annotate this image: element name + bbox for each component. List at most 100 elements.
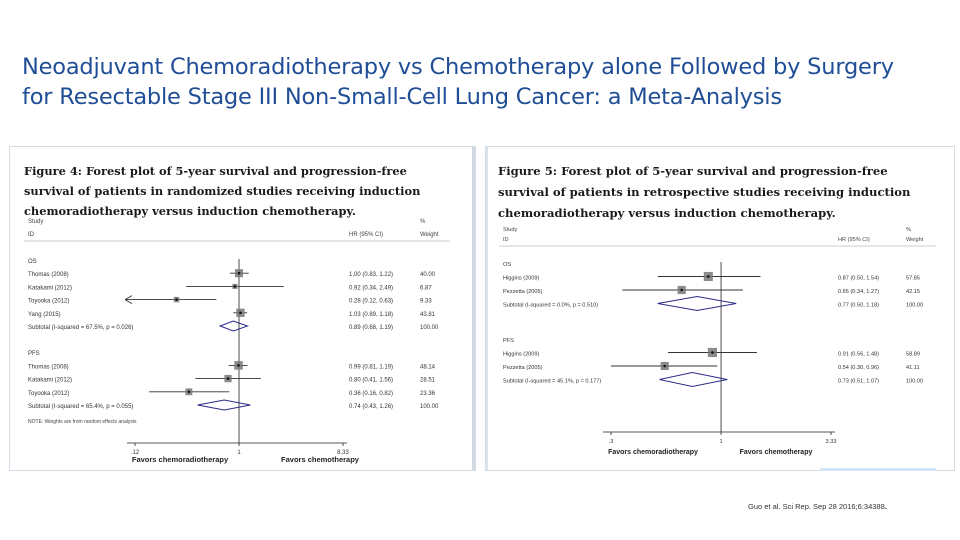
study-row-pfs-1-label: Thomas (2008) bbox=[28, 364, 69, 370]
slide-title: Neoadjuvant Chemoradiotherapy vs Chemoth… bbox=[22, 52, 942, 112]
subtotal-os-diamond bbox=[218, 320, 250, 332]
figure-4-forest-plot: Study ID HR (95% CI)% Weight OS Thomas (2008)… bbox=[24, 219, 450, 464]
subtotal-pfs-diamond bbox=[659, 371, 728, 388]
study-row-pfs-1-hr: 0.91 (0.56, 1.48) bbox=[838, 352, 879, 358]
figure-5-panel: Figure 5: Forest plot of 5-year survival… bbox=[486, 147, 954, 470]
study-row-pfs-1-point bbox=[237, 364, 240, 367]
header-id: ID bbox=[503, 237, 509, 243]
study-row-os-2-hr: 0.92 (0.34, 2.49) bbox=[349, 285, 393, 291]
subtotal-pfs-hr: 0.73 (0.51, 1.07) bbox=[838, 379, 879, 385]
subtotal-pfs-label: Subtotal (I-squared = 65.4%, p = 0.055) bbox=[28, 404, 133, 410]
study-row-os-4-label: Yang (2015) bbox=[28, 312, 61, 318]
study-row-pfs-3-weight: 23.36 bbox=[420, 391, 436, 397]
citation-text: Guo et al. Sci Rep. Sep 28 2016;6:34388 bbox=[748, 502, 885, 511]
slide-title-line-1: Neoadjuvant Chemoradiotherapy vs Chemoth… bbox=[22, 54, 894, 80]
figure-4-panel: Figure 4: Forest plot of 5-year survival… bbox=[10, 147, 475, 470]
group-label-pfs: PFS bbox=[28, 351, 40, 357]
study-row-pfs-2-point bbox=[226, 377, 230, 380]
study-row-os-4-weight: 43.81 bbox=[420, 312, 436, 318]
group-label-pfs: PFS bbox=[503, 338, 514, 344]
study-row-pfs-1-weight: 48.14 bbox=[420, 364, 436, 370]
subtotal-os-weight: 100.00 bbox=[906, 303, 923, 309]
study-row-os-1-hr: 1.00 (0.83, 1.22) bbox=[349, 272, 393, 278]
header-weight: Weight bbox=[906, 237, 924, 243]
subtotal-pfs-weight: 100.00 bbox=[420, 404, 439, 410]
study-row-os-1-label: Higgins (2009) bbox=[503, 276, 540, 282]
study-row-pfs-1-weight: 58.89 bbox=[906, 352, 920, 358]
header-study: Study bbox=[28, 219, 43, 225]
header-pct: % bbox=[906, 227, 911, 233]
figure-5-forest-plot: Study ID HR (95% CI)% Weight OS Higgins (2009… bbox=[499, 227, 936, 456]
study-row-os-3-point bbox=[175, 298, 178, 301]
header-hr: HR (95% CI) bbox=[838, 237, 870, 243]
figure-5-caption-line-3: chemoradiotherapy versus induction chemo… bbox=[498, 206, 836, 220]
study-row-pfs-2-label: Pezzetta (2005) bbox=[503, 365, 543, 371]
study-row-os-2-label: Katakami (2012) bbox=[28, 285, 72, 291]
header-pct: % bbox=[420, 219, 426, 225]
x-axis-tick-label-1: .3 bbox=[609, 439, 614, 445]
figure-5-caption-line-1: Figure 5: Forest plot of 5-year survival… bbox=[498, 164, 888, 178]
study-row-pfs-2-hr: 0.54 (0.30, 0.96) bbox=[838, 365, 879, 371]
subtotal-os-hr: 0.77 (0.50, 1.18) bbox=[838, 303, 879, 309]
subtotal-os-weight: 100.00 bbox=[420, 325, 439, 331]
study-row-pfs-1-hr: 0.99 (0.81, 1.19) bbox=[349, 364, 393, 370]
study-row-os-2-point bbox=[233, 285, 237, 288]
subtotal-pfs-hr: 0.74 (0.43, 1.26) bbox=[349, 404, 393, 410]
figure-5-caption: Figure 5: Forest plot of 5-year survival… bbox=[498, 161, 953, 224]
study-row-os-1-point bbox=[707, 275, 710, 278]
x-axis-tick-label-2: 1 bbox=[237, 450, 241, 456]
header-id: ID bbox=[28, 232, 35, 238]
figure-4-caption-line-3: chemoradiotherapy versus induction chemo… bbox=[24, 204, 356, 218]
study-row-os-4-hr: 1.03 (0.89, 1.18) bbox=[349, 312, 393, 318]
study-row-os-1-hr: 0.87 (0.50, 1.54) bbox=[838, 276, 879, 282]
citation: Guo et al. Sci Rep. Sep 28 2016;6:34388. bbox=[748, 502, 887, 511]
group-label-os: OS bbox=[503, 262, 511, 268]
subtotal-pfs-label: Subtotal (I-squared = 45.1%, p = 0.177) bbox=[503, 379, 601, 385]
study-row-os-2-hr: 0.65 (0.34, 1.27) bbox=[838, 289, 879, 295]
favors-right-label: Favors chemotherapy bbox=[281, 455, 360, 464]
study-row-os-3-ci-arrowhead bbox=[124, 295, 133, 304]
x-axis-tick-label-3: 3.33 bbox=[826, 439, 837, 445]
study-row-os-2-point bbox=[680, 288, 683, 292]
study-row-pfs-3-hr: 0.36 (0.16, 0.82) bbox=[349, 391, 393, 397]
subtotal-os-hr: 0.89 (0.68, 1.19) bbox=[349, 325, 393, 331]
figure-4-caption-line-1: Figure 4: Forest plot of 5-year survival… bbox=[24, 164, 407, 178]
subtotal-pfs-weight: 100.00 bbox=[906, 379, 923, 385]
subtotal-os-label: Subtotal (I-squared = 67.5%, p = 0.026) bbox=[28, 325, 133, 331]
study-row-os-3-hr: 0.28 (0.12, 0.63) bbox=[349, 299, 393, 305]
study-row-pfs-2-label: Katakami (2012) bbox=[28, 378, 72, 384]
header-study: Study bbox=[503, 227, 518, 233]
study-row-pfs-2-point bbox=[663, 364, 667, 368]
subtotal-os-label: Subtotal (I-squared = 0.0%, p = 0.510) bbox=[503, 303, 598, 309]
study-row-os-1-label: Thomas (2008) bbox=[28, 272, 69, 278]
figure-4-caption-line-2: survival of patients in randomized studi… bbox=[24, 184, 421, 198]
x-axis-tick-label-2: 1 bbox=[719, 439, 722, 445]
study-row-os-1-point bbox=[237, 271, 241, 275]
favors-left-label: Favors chemoradiotherapy bbox=[608, 449, 698, 456]
study-row-pfs-1-label: Higgins (2009) bbox=[503, 352, 540, 358]
study-row-pfs-1-point bbox=[711, 351, 714, 354]
study-row-os-4-point bbox=[239, 311, 242, 315]
study-row-os-3-label: Toyooka (2012) bbox=[28, 299, 69, 305]
decorative-divider bbox=[820, 468, 936, 471]
study-row-pfs-2-weight: 28.51 bbox=[420, 378, 436, 384]
study-row-os-2-weight: 42.15 bbox=[906, 289, 920, 295]
favors-right-label: Favors chemotherapy bbox=[740, 449, 813, 456]
slide-title-line-2: for Resectable Stage III Non-Small-Cell … bbox=[22, 84, 782, 110]
figure-5-caption-line-2: survival of patients in retrospective st… bbox=[498, 185, 911, 199]
group-label-os: OS bbox=[28, 259, 37, 265]
x-axis-tick-label-1: .12 bbox=[131, 450, 140, 456]
study-row-os-1-weight: 57.85 bbox=[906, 276, 920, 282]
header-hr: HR (95% CI) bbox=[349, 232, 383, 238]
study-row-os-2-weight: 6.87 bbox=[420, 285, 432, 291]
subtotal-os-diamond bbox=[657, 295, 737, 312]
weights-note: NOTE: Weights are from random effects an… bbox=[28, 419, 137, 425]
study-row-pfs-3-label: Toyooka (2012) bbox=[28, 391, 69, 397]
study-row-pfs-3-point bbox=[187, 390, 191, 394]
study-row-os-2-label: Pezzetta (2005) bbox=[503, 289, 543, 295]
x-axis-tick-label-3: 8.33 bbox=[337, 450, 349, 456]
study-row-pfs-2-weight: 41.11 bbox=[906, 365, 920, 371]
favors-left-label: Favors chemoradiotherapy bbox=[132, 455, 229, 464]
study-row-pfs-2-hr: 0.80 (0.41, 1.56) bbox=[349, 378, 393, 384]
study-row-os-3-weight: 9.33 bbox=[420, 299, 432, 305]
